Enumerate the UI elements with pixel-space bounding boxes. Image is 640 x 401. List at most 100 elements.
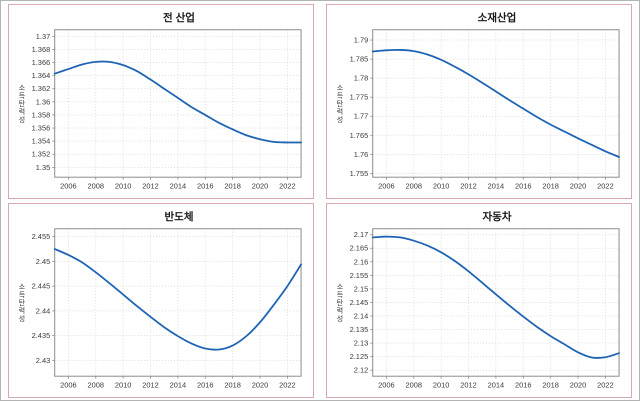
- svg-text:2012: 2012: [460, 381, 477, 390]
- svg-text:탄: 탄: [337, 99, 344, 108]
- svg-text:탄: 탄: [19, 99, 26, 108]
- svg-text:1.79: 1.79: [354, 36, 368, 45]
- svg-text:2010: 2010: [433, 381, 450, 390]
- svg-text:2006: 2006: [378, 381, 395, 390]
- panel-all-industry: 전 산업 2006 2008 2010 2012 2014 2016 2018 2020 202…: [8, 4, 314, 199]
- svg-text:2006: 2006: [378, 182, 395, 191]
- svg-text:2014: 2014: [170, 381, 187, 390]
- svg-text:2012: 2012: [460, 182, 477, 191]
- svg-text:2006: 2006: [60, 182, 77, 191]
- svg-text:2020: 2020: [570, 381, 587, 390]
- svg-text:력: 력: [337, 307, 343, 315]
- svg-text:1.36: 1.36: [36, 97, 50, 106]
- svg-text:탄: 탄: [337, 298, 344, 307]
- svg-text:2.12: 2.12: [354, 366, 368, 375]
- svg-text:력: 력: [337, 108, 343, 116]
- svg-text:2.455: 2.455: [32, 232, 51, 241]
- svg-text:1.35: 1.35: [36, 163, 50, 172]
- svg-text:득: 득: [337, 92, 344, 100]
- svg-text:2.43: 2.43: [36, 356, 50, 365]
- svg-text:2.435: 2.435: [32, 331, 51, 340]
- svg-text:2012: 2012: [142, 182, 159, 191]
- svg-text:2.135: 2.135: [350, 325, 369, 334]
- svg-text:소: 소: [337, 283, 344, 291]
- svg-text:2010: 2010: [115, 381, 132, 390]
- svg-text:1.785: 1.785: [350, 55, 369, 64]
- svg-text:2.17: 2.17: [354, 230, 368, 239]
- svg-text:2.165: 2.165: [350, 244, 369, 253]
- line-chart-materials-industry: 2006 2008 2010 2012 2014 2016 2018 2020 2022 1.75…: [337, 29, 620, 191]
- svg-text:성: 성: [337, 115, 343, 124]
- svg-text:2006: 2006: [60, 381, 77, 390]
- svg-text:1.37: 1.37: [36, 32, 50, 41]
- svg-text:2022: 2022: [279, 381, 296, 390]
- svg-text:2022: 2022: [597, 381, 614, 390]
- line-chart-automobile: 2006 2008 2010 2012 2014 2016 2018 2020 2022 2.12…: [337, 228, 620, 390]
- svg-text:2016: 2016: [197, 381, 214, 390]
- line-chart-semiconductor: 2006 2008 2010 2012 2014 2016 2018 2020 2022 2.43…: [19, 228, 302, 390]
- svg-text:탄: 탄: [19, 298, 26, 307]
- svg-text:소: 소: [337, 84, 344, 92]
- svg-text:2008: 2008: [405, 182, 422, 191]
- svg-text:소: 소: [19, 283, 26, 291]
- svg-text:득: 득: [19, 291, 26, 299]
- svg-text:1.364: 1.364: [32, 71, 51, 80]
- svg-text:2.145: 2.145: [350, 298, 369, 307]
- svg-text:성: 성: [19, 314, 25, 323]
- svg-text:2016: 2016: [515, 182, 532, 191]
- svg-text:1.78: 1.78: [354, 74, 368, 83]
- svg-text:1.368: 1.368: [32, 45, 51, 54]
- svg-text:2022: 2022: [597, 182, 614, 191]
- svg-text:력: 력: [19, 307, 25, 315]
- chart-title-all-industry: 전 산업: [163, 12, 195, 24]
- svg-text:성: 성: [337, 314, 343, 323]
- svg-text:2008: 2008: [87, 182, 104, 191]
- svg-text:2010: 2010: [115, 182, 132, 191]
- svg-text:2014: 2014: [170, 182, 187, 191]
- chart-title-semiconductor: 반도체: [164, 211, 194, 223]
- svg-text:2.45: 2.45: [36, 257, 50, 266]
- svg-text:1.755: 1.755: [350, 169, 369, 178]
- svg-text:2008: 2008: [87, 381, 104, 390]
- panel-materials-industry: 소재산업 2006 2008 2010 2012 2014 2016 2018 2020 202…: [326, 4, 632, 199]
- svg-text:소: 소: [19, 84, 26, 92]
- svg-text:2020: 2020: [252, 182, 269, 191]
- svg-text:2.445: 2.445: [32, 282, 51, 291]
- svg-text:2.13: 2.13: [354, 339, 368, 348]
- svg-text:득: 득: [337, 291, 344, 299]
- svg-text:2008: 2008: [405, 381, 422, 390]
- svg-text:2012: 2012: [142, 381, 159, 390]
- svg-text:2.16: 2.16: [354, 257, 368, 266]
- svg-text:1.366: 1.366: [32, 58, 51, 67]
- svg-text:성: 성: [19, 115, 25, 124]
- line-chart-all-industry: 2006 2008 2010 2012 2014 2016 2018 2020 2022 1.35…: [19, 29, 302, 191]
- svg-text:1.76: 1.76: [354, 150, 368, 159]
- svg-text:1.356: 1.356: [32, 124, 51, 133]
- svg-text:득: 득: [19, 92, 26, 100]
- svg-text:1.775: 1.775: [350, 93, 369, 102]
- svg-text:2018: 2018: [542, 381, 559, 390]
- svg-text:2.15: 2.15: [354, 284, 368, 293]
- svg-text:2018: 2018: [542, 182, 559, 191]
- svg-text:2.125: 2.125: [350, 352, 369, 361]
- svg-text:1.354: 1.354: [32, 137, 51, 146]
- svg-text:2016: 2016: [515, 381, 532, 390]
- panel-automobile: 자동차 2006 2008 2010 2012 2014 2016 2018 2020 2022…: [326, 203, 632, 398]
- svg-text:1.352: 1.352: [32, 150, 51, 159]
- svg-text:2010: 2010: [433, 182, 450, 191]
- svg-text:2.14: 2.14: [354, 312, 368, 321]
- svg-text:2.155: 2.155: [350, 271, 369, 280]
- panel-semiconductor: 반도체 2006 2008 2010 2012 2014 2016 2018 2020 2022…: [8, 203, 314, 398]
- svg-text:2020: 2020: [252, 381, 269, 390]
- svg-text:2020: 2020: [570, 182, 587, 191]
- svg-text:2018: 2018: [224, 182, 241, 191]
- svg-text:2014: 2014: [488, 182, 505, 191]
- chart-title-automobile: 자동차: [482, 211, 512, 223]
- svg-text:2016: 2016: [197, 182, 214, 191]
- svg-text:1.362: 1.362: [32, 84, 51, 93]
- chart-title-materials-industry: 소재산업: [477, 12, 517, 24]
- svg-text:2018: 2018: [224, 381, 241, 390]
- svg-text:1.358: 1.358: [32, 110, 51, 119]
- svg-text:1.77: 1.77: [354, 112, 368, 121]
